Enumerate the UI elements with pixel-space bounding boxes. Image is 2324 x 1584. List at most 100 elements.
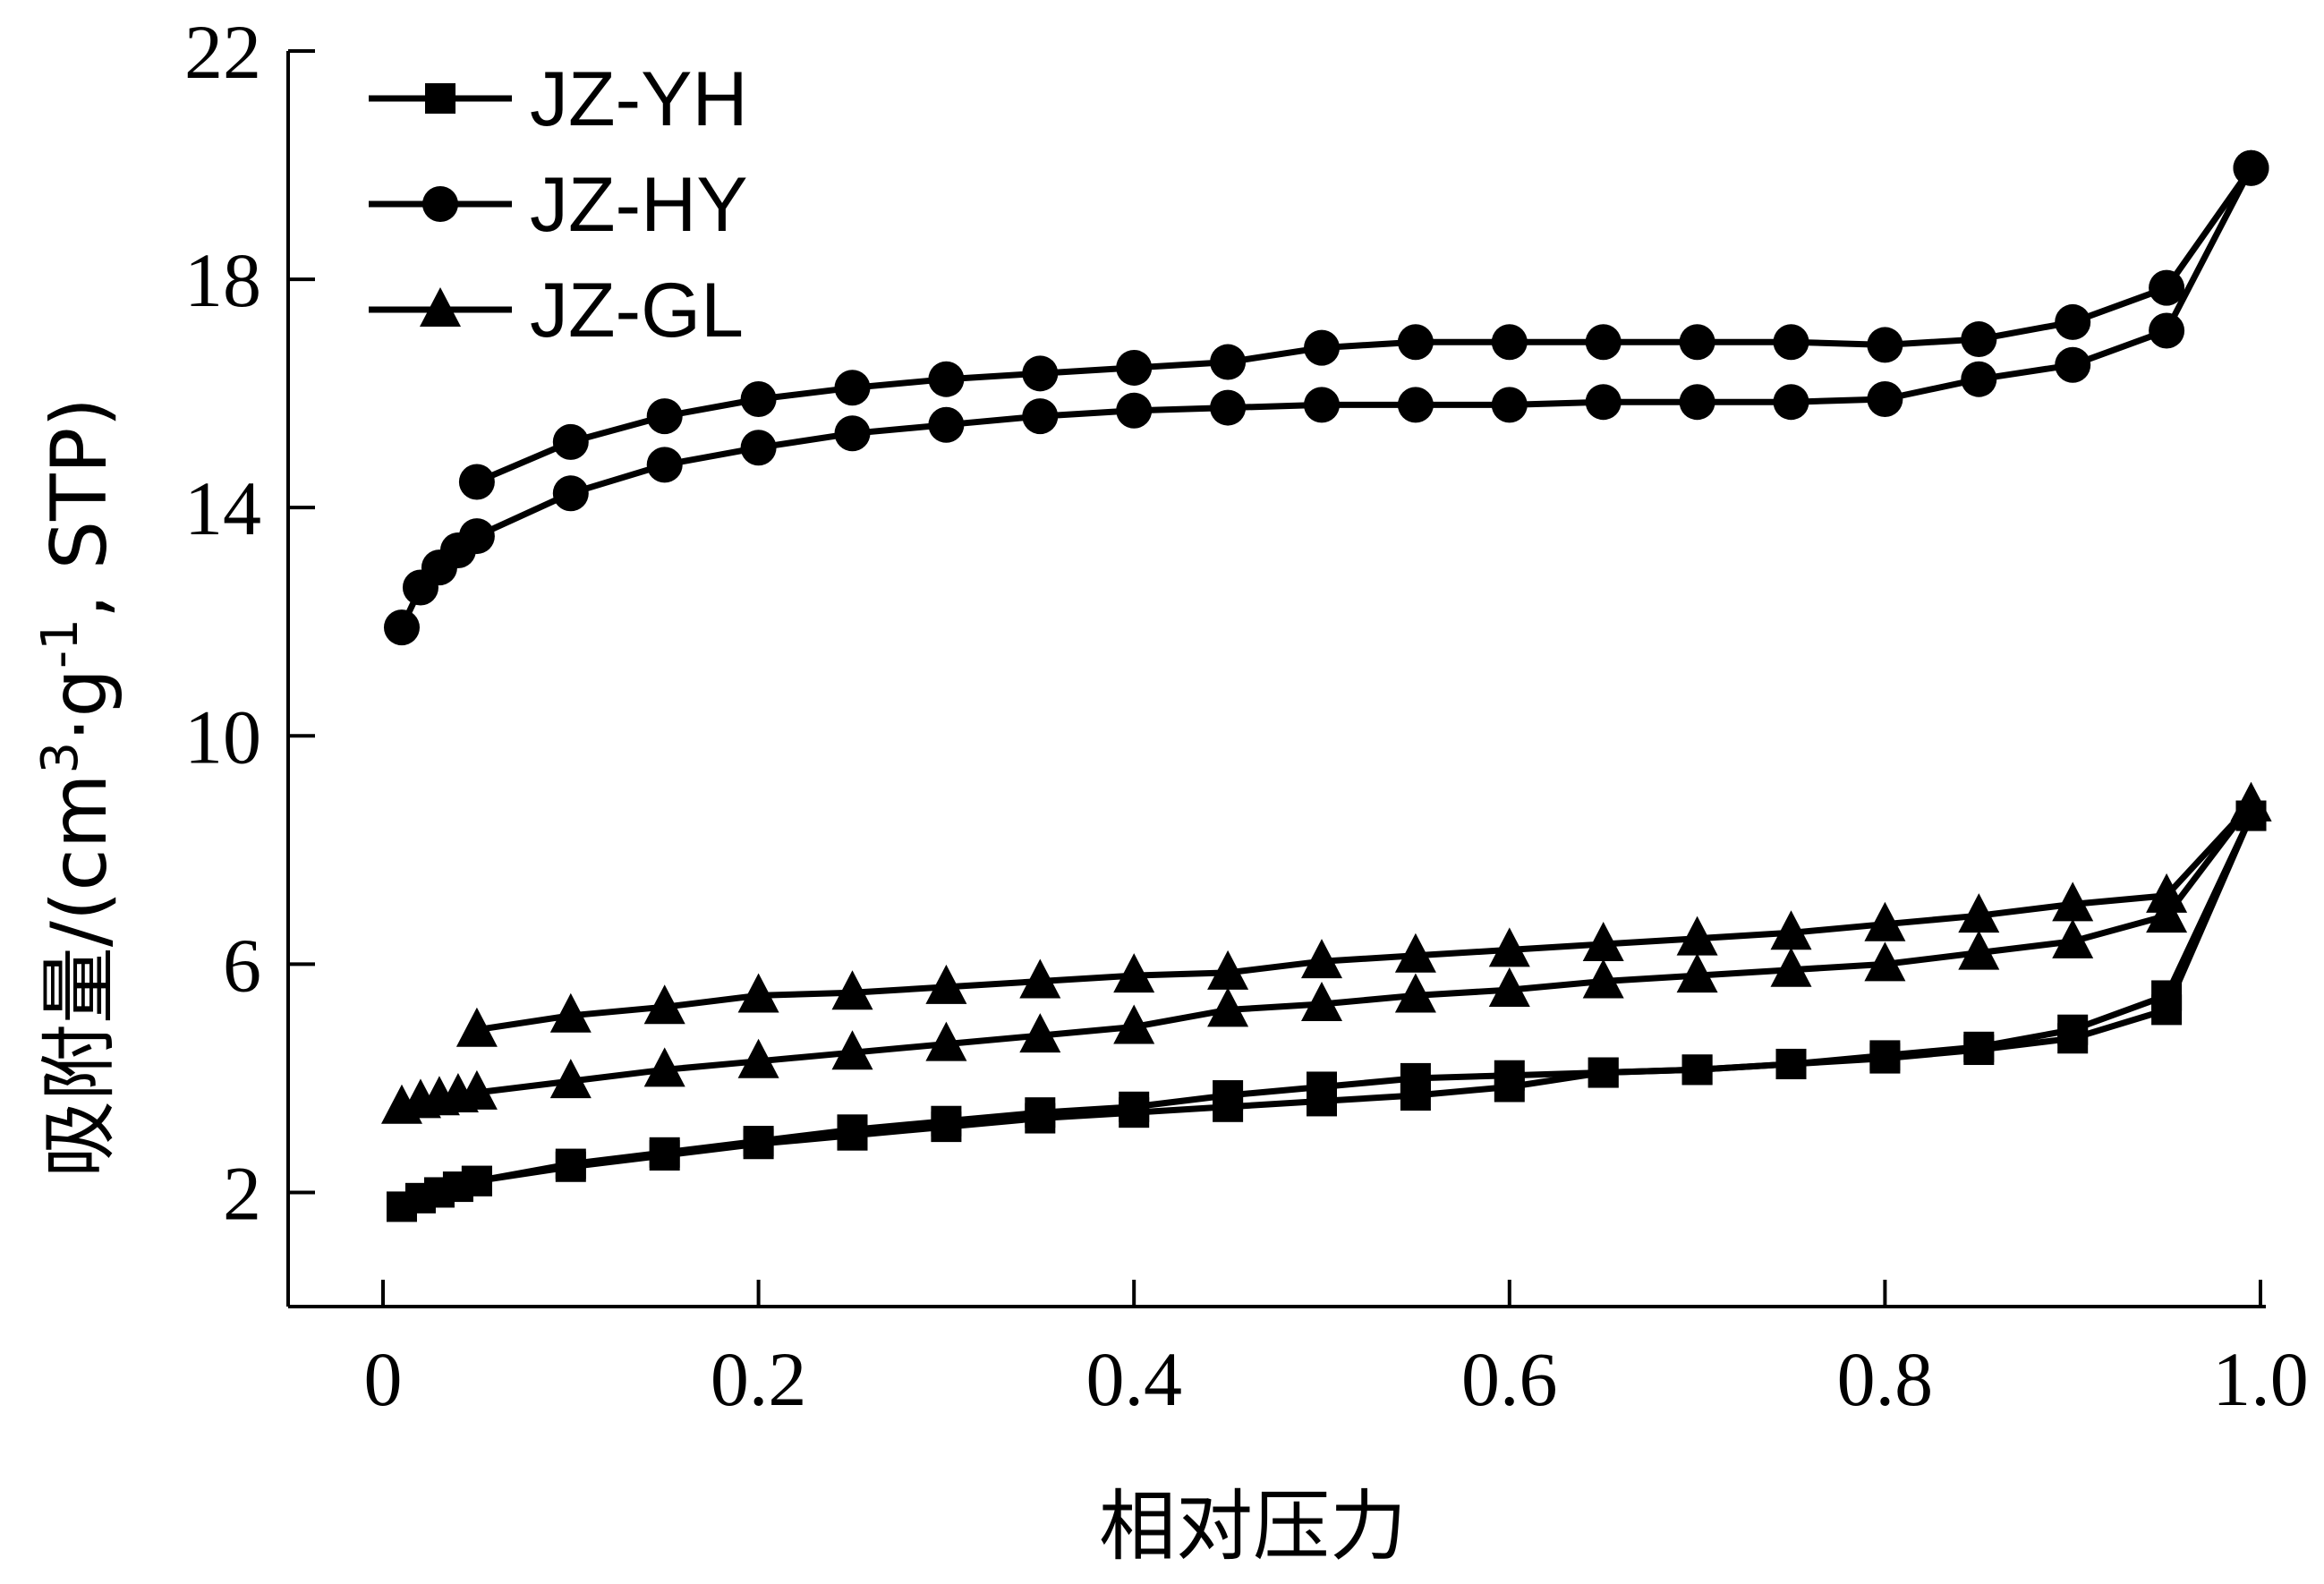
square-marker bbox=[1025, 1097, 1056, 1128]
triangle-marker bbox=[1676, 915, 1718, 956]
triangle-marker bbox=[549, 1059, 592, 1099]
circle-marker bbox=[383, 609, 420, 646]
circle-marker bbox=[1397, 324, 1434, 361]
circle-marker bbox=[1304, 387, 1340, 423]
triangle-marker bbox=[1958, 930, 2000, 970]
square-marker bbox=[1400, 1062, 1431, 1094]
y-tick-label: 2 bbox=[223, 1150, 261, 1236]
circle-marker bbox=[1304, 329, 1340, 366]
series-jz-hy bbox=[383, 149, 2269, 646]
square-marker bbox=[1213, 1080, 1244, 1111]
circle-marker bbox=[928, 406, 965, 443]
triangle-marker bbox=[1113, 953, 1155, 993]
circle-marker bbox=[2055, 346, 2091, 383]
desorption-line bbox=[476, 814, 2254, 1185]
square-marker bbox=[2057, 1014, 2089, 1045]
y-ticks: 2 6 10 14 18 22 bbox=[184, 9, 315, 1236]
triangle-marker bbox=[737, 973, 779, 1013]
x-tick-label: 1.0 bbox=[2212, 1336, 2309, 1422]
circle-marker bbox=[2055, 303, 2091, 340]
y-axis-title-prefix: 吸附量/(cm bbox=[35, 774, 124, 1179]
legend-label: JZ-YH bbox=[530, 56, 748, 142]
circle-marker bbox=[1679, 384, 1715, 421]
triangle-marker bbox=[1301, 939, 1342, 979]
triangle-marker bbox=[1019, 958, 1061, 999]
legend-label: JZ-GL bbox=[530, 268, 744, 353]
circle-marker bbox=[552, 475, 589, 512]
triangle-marker bbox=[1488, 927, 1530, 967]
circle-marker bbox=[458, 518, 495, 555]
circle-marker bbox=[1773, 324, 1809, 361]
circle-marker bbox=[1022, 398, 1059, 435]
square-marker bbox=[1494, 1060, 1525, 1091]
circle-marker bbox=[928, 361, 965, 397]
triangle-marker bbox=[2230, 781, 2272, 822]
square-marker bbox=[1588, 1057, 1619, 1088]
square-marker bbox=[1119, 1091, 1150, 1122]
circle-marker bbox=[552, 423, 589, 460]
circle-marker bbox=[1585, 324, 1622, 361]
triangle-marker bbox=[2146, 893, 2188, 933]
triangle-marker bbox=[1770, 910, 1812, 950]
triangle-marker bbox=[1207, 950, 1249, 990]
y-tick-label: 14 bbox=[184, 465, 261, 551]
x-ticks: 0 0.2 0.4 0.6 0.8 1.0 bbox=[364, 1280, 2309, 1422]
legend-item: JZ-HY bbox=[369, 162, 748, 248]
circle-marker bbox=[646, 398, 683, 435]
square-marker bbox=[743, 1126, 774, 1157]
circle-marker bbox=[2149, 312, 2185, 349]
square-marker bbox=[1869, 1040, 1901, 1071]
x-tick-label: 0.2 bbox=[711, 1336, 807, 1422]
triangle-marker bbox=[549, 992, 592, 1033]
triangle-marker bbox=[1301, 982, 1342, 1022]
circle-marker bbox=[1210, 389, 1247, 426]
legend-item: JZ-GL bbox=[369, 268, 744, 353]
triangle-marker bbox=[831, 970, 873, 1010]
legend: JZ-YH JZ-HY JZ-GL bbox=[369, 56, 748, 353]
y-axis-title-mid: ·g bbox=[35, 669, 124, 742]
triangle-marker bbox=[1582, 958, 1624, 999]
triangle-marker bbox=[1394, 933, 1436, 973]
triangle-marker bbox=[1582, 922, 1624, 962]
circle-marker bbox=[646, 447, 683, 483]
triangle-marker bbox=[643, 1047, 685, 1087]
circle-marker bbox=[1210, 344, 1247, 380]
x-axis-title: 相对压力 bbox=[1099, 1482, 1407, 1571]
circle-marker bbox=[1961, 361, 1997, 397]
triangle-marker bbox=[2052, 881, 2094, 922]
x-tick-label: 0.6 bbox=[1461, 1336, 1558, 1422]
y-axis-title-sup2: -1 bbox=[31, 618, 89, 669]
triangle-marker bbox=[2146, 873, 2188, 913]
triangle-marker bbox=[1488, 967, 1530, 1008]
square-marker bbox=[1307, 1071, 1337, 1103]
circle-marker bbox=[1116, 392, 1153, 429]
circle-marker bbox=[2149, 269, 2185, 306]
square-marker bbox=[461, 1165, 492, 1197]
circle-marker bbox=[1397, 387, 1434, 423]
square-marker bbox=[555, 1148, 586, 1179]
axes bbox=[286, 51, 2266, 1308]
desorption-line bbox=[476, 802, 2254, 1034]
circle-marker bbox=[422, 186, 458, 222]
triangle-marker bbox=[1394, 973, 1436, 1013]
legend-label: JZ-HY bbox=[530, 162, 748, 248]
triangle-marker bbox=[420, 287, 461, 327]
circle-marker bbox=[1585, 384, 1622, 421]
legend-item: JZ-YH bbox=[369, 56, 748, 142]
square-marker bbox=[1681, 1054, 1713, 1086]
triangle-marker bbox=[1113, 1004, 1155, 1044]
x-tick-label: 0.4 bbox=[1085, 1336, 1182, 1422]
x-tick-label: 0.8 bbox=[1837, 1336, 1934, 1422]
triangle-marker bbox=[2052, 918, 2094, 958]
circle-marker bbox=[2233, 149, 2269, 186]
circle-marker bbox=[1867, 327, 1903, 363]
triangle-marker bbox=[1207, 987, 1249, 1027]
y-axis-title: 吸附量/(cm3·g-1, STP) bbox=[31, 397, 124, 1178]
square-marker bbox=[1963, 1031, 1995, 1062]
triangle-marker bbox=[925, 964, 967, 1004]
triangle-marker bbox=[737, 1038, 779, 1078]
square-marker bbox=[649, 1137, 680, 1168]
circle-marker bbox=[834, 370, 871, 406]
square-marker bbox=[2151, 980, 2183, 1011]
